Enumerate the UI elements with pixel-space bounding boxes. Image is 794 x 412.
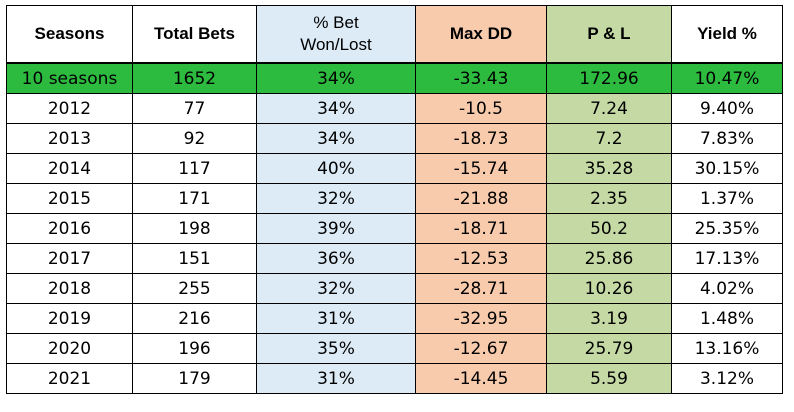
header-max-dd: Max DD [415,5,547,64]
cell-yield: 25.35% [671,213,783,244]
cell-pl: 172.96 [546,62,672,94]
cell-max-dd: -28.71 [415,273,547,304]
cell-season: 2019 [6,303,133,334]
cell-total-bets: 117 [132,153,257,184]
cell-max-dd: -14.45 [415,363,547,394]
header-bet-won-lost: % Bet Won/Lost [256,5,416,64]
cell-yield: 4.02% [671,273,783,304]
cell-yield: 9.40% [671,93,783,124]
cell-pl: 5.59 [546,363,672,394]
table-row: 2013 92 34% -18.73 7.2 7.83% [6,123,783,154]
cell-yield: 30.15% [671,153,783,184]
table-body: 10 seasons 1652 34% -33.43 172.96 10.47% 2012 7… [6,62,783,394]
cell-max-dd: -15.74 [415,153,547,184]
cell-yield: 7.83% [671,123,783,154]
header-total-bets: Total Bets [132,5,257,64]
cell-max-dd: -33.43 [415,62,547,94]
table-row: 2018 255 32% -28.71 10.26 4.02% [6,273,783,304]
cell-yield: 13.16% [671,333,783,364]
header-yield: Yield % [671,5,783,64]
cell-season: 2017 [6,243,133,274]
cell-pl: 25.79 [546,333,672,364]
cell-season: 2016 [6,213,133,244]
table-row: 2020 196 35% -12.67 25.79 13.16% [6,333,783,364]
cell-max-dd: -21.88 [415,183,547,214]
cell-total-bets: 196 [132,333,257,364]
cell-pl: 35.28 [546,153,672,184]
seasons-results-table: Seasons Total Bets % Bet Won/Lost Max DD … [6,5,783,394]
header-pl: P & L [546,5,672,64]
cell-season: 2012 [6,93,133,124]
summary-row: 10 seasons 1652 34% -33.43 172.96 10.47% [6,62,783,94]
cell-total-bets: 1652 [132,62,257,94]
cell-pl: 7.24 [546,93,672,124]
cell-bet-pct: 34% [256,93,416,124]
cell-season: 2021 [6,363,133,394]
cell-total-bets: 255 [132,273,257,304]
cell-bet-pct: 34% [256,123,416,154]
header-bet-line2: Won/Lost [300,35,372,54]
cell-total-bets: 198 [132,213,257,244]
cell-season: 2018 [6,273,133,304]
table-row: 2019 216 31% -32.95 3.19 1.48% [6,303,783,334]
cell-season: 2013 [6,123,133,154]
cell-bet-pct: 40% [256,153,416,184]
cell-pl: 10.26 [546,273,672,304]
cell-max-dd: -10.5 [415,93,547,124]
cell-season: 2020 [6,333,133,364]
table-row: 2015 171 32% -21.88 2.35 1.37% [6,183,783,214]
cell-total-bets: 216 [132,303,257,334]
cell-season: 2015 [6,183,133,214]
cell-pl: 7.2 [546,123,672,154]
cell-season: 10 seasons [6,62,133,94]
cell-bet-pct: 31% [256,363,416,394]
cell-total-bets: 171 [132,183,257,214]
cell-max-dd: -12.53 [415,243,547,274]
cell-bet-pct: 34% [256,62,416,94]
header-bet-line1: % Bet [313,13,359,32]
table-row: 2017 151 36% -12.53 25.86 17.13% [6,243,783,274]
cell-bet-pct: 31% [256,303,416,334]
cell-pl: 50.2 [546,213,672,244]
cell-bet-pct: 32% [256,273,416,304]
cell-total-bets: 179 [132,363,257,394]
table-row: 2016 198 39% -18.71 50.2 25.35% [6,213,783,244]
cell-bet-pct: 35% [256,333,416,364]
table-row: 2014 117 40% -15.74 35.28 30.15% [6,153,783,184]
cell-total-bets: 151 [132,243,257,274]
cell-yield: 1.48% [671,303,783,334]
cell-pl: 25.86 [546,243,672,274]
header-seasons: Seasons [6,5,133,64]
cell-yield: 1.37% [671,183,783,214]
cell-total-bets: 92 [132,123,257,154]
cell-yield: 3.12% [671,363,783,394]
cell-yield: 10.47% [671,62,783,94]
cell-bet-pct: 39% [256,213,416,244]
cell-max-dd: -32.95 [415,303,547,334]
cell-bet-pct: 36% [256,243,416,274]
header-row: Seasons Total Bets % Bet Won/Lost Max DD … [6,5,783,64]
table-row: 2021 179 31% -14.45 5.59 3.12% [6,363,783,394]
cell-yield: 17.13% [671,243,783,274]
cell-bet-pct: 32% [256,183,416,214]
cell-max-dd: -18.73 [415,123,547,154]
cell-total-bets: 77 [132,93,257,124]
cell-pl: 3.19 [546,303,672,334]
cell-season: 2014 [6,153,133,184]
cell-max-dd: -18.71 [415,213,547,244]
cell-max-dd: -12.67 [415,333,547,364]
table-row: 2012 77 34% -10.5 7.24 9.40% [6,93,783,124]
cell-pl: 2.35 [546,183,672,214]
